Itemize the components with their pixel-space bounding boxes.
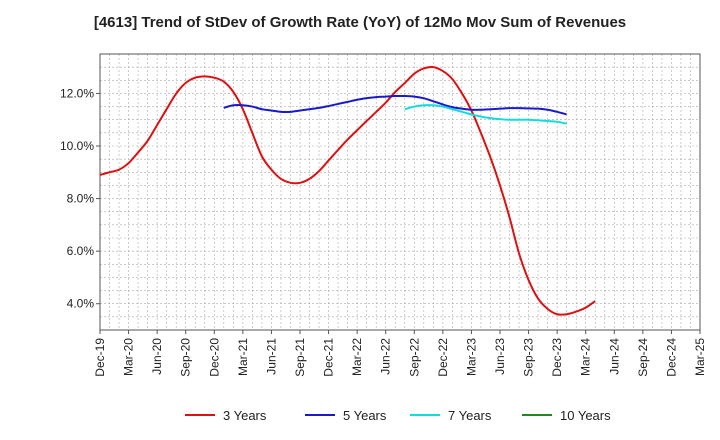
plot-area <box>100 54 700 330</box>
legend-label-3-years: 3 Years <box>223 408 267 423</box>
x-tick-label: Jun-22 <box>379 338 393 375</box>
legend-label-5-years: 5 Years <box>343 408 387 423</box>
x-tick-label: Sep-23 <box>522 338 536 377</box>
chart-title: [4613] Trend of StDev of Growth Rate (Yo… <box>93 14 627 31</box>
x-tick-label: Sep-20 <box>179 338 193 377</box>
y-tick-label: 4.0% <box>67 297 95 311</box>
plot-frame <box>99 53 701 331</box>
x-tick-label: Mar-24 <box>579 338 593 376</box>
legend-label-10-years: 10 Years <box>560 408 611 423</box>
x-tick-label: Dec-23 <box>550 338 564 377</box>
x-tick-label: Mar-20 <box>122 338 136 376</box>
series-line-3-years <box>99 66 596 316</box>
x-tick-label: Dec-20 <box>207 338 221 377</box>
x-tick-label: Dec-19 <box>93 338 107 377</box>
x-tick-label: Mar-25 <box>693 338 707 376</box>
x-tick-label: Sep-21 <box>293 338 307 377</box>
x-tick-label: Mar-22 <box>350 338 364 376</box>
x-tick-label: Dec-24 <box>664 338 678 377</box>
series-line-7-years <box>404 104 567 125</box>
x-tick-label: Jun-20 <box>150 338 164 375</box>
x-tick-label: Sep-24 <box>636 338 650 377</box>
x-tick-label: Dec-21 <box>322 338 336 377</box>
y-tick-label: 8.0% <box>67 192 95 206</box>
y-tick-label: 10.0% <box>60 139 94 153</box>
x-tick-label: Jun-24 <box>607 338 621 375</box>
y-tick-label: 12.0% <box>60 86 94 100</box>
x-tick-label: Sep-22 <box>407 338 421 377</box>
x-tick-label: Jun-23 <box>493 338 507 375</box>
x-tick-label: Dec-22 <box>436 338 450 377</box>
y-tick-label: 6.0% <box>67 244 95 258</box>
x-tick-label: Mar-21 <box>236 338 250 376</box>
legend-label-7-years: 7 Years <box>448 408 492 423</box>
series-line-5-years <box>223 94 567 116</box>
x-tick-label: Mar-23 <box>464 338 478 376</box>
x-tick-label: Jun-21 <box>264 338 278 375</box>
